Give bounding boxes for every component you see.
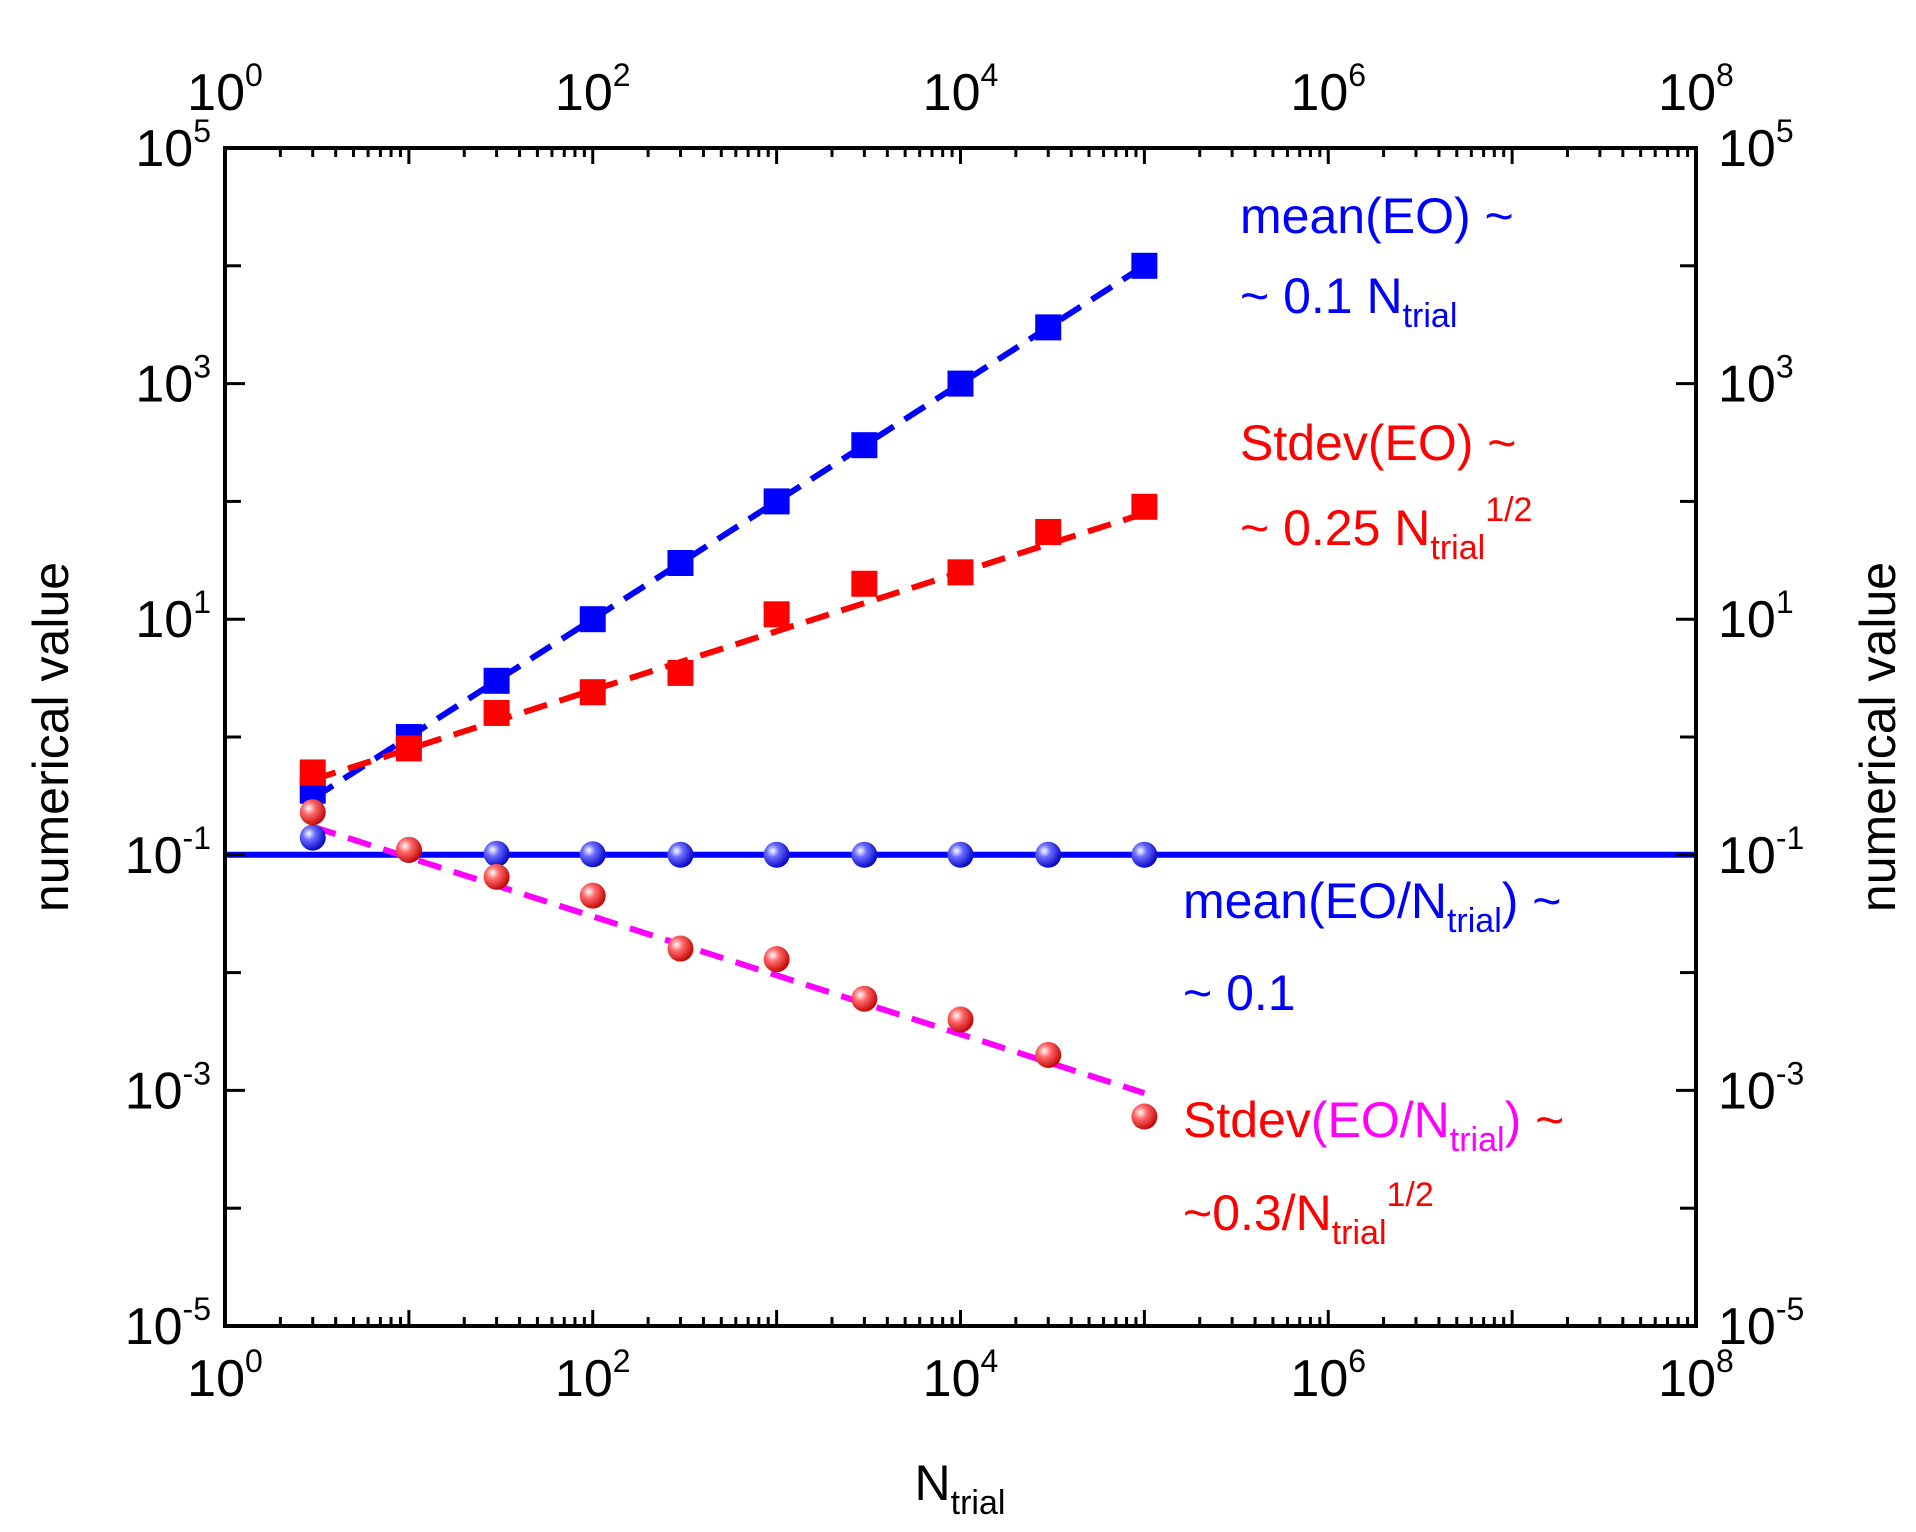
y-tick-label-left: 10-1	[125, 820, 211, 885]
data-point-sphere	[851, 985, 878, 1012]
data-point-square	[1131, 493, 1158, 520]
annotation-stdev-ratio: Stdev(EO/Ntrial) ~ ~0.3/Ntrial1/2	[1183, 1092, 1564, 1252]
fit-line	[311, 823, 1146, 1096]
y-tick-label-right: 101	[1718, 584, 1794, 649]
x-tick-label-bottom: 108	[1658, 1343, 1734, 1408]
y-tick-label-left: 103	[135, 349, 211, 414]
data-point-square	[299, 759, 326, 786]
data-point-sphere	[763, 841, 790, 868]
data-point-square	[483, 667, 510, 694]
svg-text:mean(EO/Ntrial) ~: mean(EO/Ntrial) ~	[1183, 873, 1562, 940]
data-point-sphere	[483, 840, 510, 867]
data-point-sphere	[1131, 1103, 1158, 1130]
data-point-square	[851, 570, 878, 597]
axis-ticks	[223, 146, 1698, 1328]
svg-text:mean(EO) ~: mean(EO) ~	[1240, 188, 1514, 244]
data-point-square	[1131, 252, 1158, 279]
y-tick-label-right: 103	[1718, 349, 1794, 414]
svg-text:Stdev(EO) ~: Stdev(EO) ~	[1240, 415, 1517, 471]
y-axis-title-left: numerical value	[23, 562, 79, 912]
data-point-sphere	[395, 836, 422, 863]
svg-text:~0.3/Ntrial1/2: ~0.3/Ntrial1/2	[1183, 1176, 1434, 1252]
data-point-sphere	[947, 1006, 974, 1033]
data-point-sphere	[667, 841, 694, 868]
y-tick-label-right: 10-1	[1718, 820, 1804, 885]
data-point-square	[667, 659, 694, 686]
y-tick-label-right: 105	[1718, 113, 1794, 178]
y-tick-label-right: 10-5	[1718, 1291, 1804, 1356]
y-tick-label-left: 105	[135, 113, 211, 178]
x-tick-label-bottom: 106	[1290, 1343, 1366, 1408]
x-tick-label-bottom: 100	[187, 1343, 263, 1408]
data-point-square	[1035, 314, 1062, 341]
x-tick-label-top: 108	[1658, 57, 1734, 122]
data-point-sphere	[299, 799, 326, 826]
fit-line	[311, 510, 1146, 783]
y-tick-label-right: 10-3	[1718, 1055, 1804, 1120]
data-point-sphere	[579, 882, 606, 909]
x-tick-label-top: 100	[187, 57, 263, 122]
data-point-sphere	[1035, 1041, 1062, 1068]
data-point-sphere	[1035, 841, 1062, 868]
y-axis-title-right: numerical value	[1850, 562, 1906, 912]
data-point-square	[947, 559, 974, 586]
y-tick-label-left: 10-5	[125, 1291, 211, 1356]
x-tick-label-bottom: 102	[555, 1343, 631, 1408]
data-point-square	[395, 735, 422, 762]
x-tick-label-top: 106	[1290, 57, 1366, 122]
data-point-square	[667, 549, 694, 576]
data-point-sphere	[579, 841, 606, 868]
y-tick-label-left: 10-3	[125, 1055, 211, 1120]
data-point-square	[483, 699, 510, 726]
data-point-sphere	[763, 946, 790, 973]
svg-text:Stdev(EO/Ntrial) ~: Stdev(EO/Ntrial) ~	[1183, 1092, 1564, 1159]
x-tick-label-top: 104	[923, 57, 999, 122]
svg-text:~ 0.25 Ntrial1/2: ~ 0.25 Ntrial1/2	[1240, 491, 1532, 567]
data-point-sphere	[667, 935, 694, 962]
svg-text:~ 0.1 Ntrial: ~ 0.1 Ntrial	[1240, 268, 1457, 335]
data-point-square	[579, 679, 606, 706]
fit-line	[311, 263, 1146, 802]
svg-text:~ 0.1: ~ 0.1	[1183, 965, 1296, 1021]
annotation-mean-ratio: mean(EO/Ntrial) ~ ~ 0.1	[1183, 873, 1562, 1021]
y-tick-label-left: 101	[135, 584, 211, 649]
data-point-sphere	[851, 841, 878, 868]
data-point-square	[763, 488, 790, 515]
data-point-square	[763, 601, 790, 628]
x-axis-title: Ntrial	[915, 1455, 1006, 1522]
annotation-mean-eo: mean(EO) ~ ~ 0.1 Ntrial	[1240, 188, 1514, 335]
data-point-sphere	[483, 863, 510, 890]
data-point-square	[1035, 518, 1062, 545]
data-markers	[299, 252, 1158, 1130]
data-point-sphere	[299, 824, 326, 851]
data-point-sphere	[947, 841, 974, 868]
data-point-square	[851, 432, 878, 459]
data-point-sphere	[1131, 841, 1158, 868]
data-point-square	[947, 370, 974, 397]
x-tick-label-top: 102	[555, 57, 631, 122]
x-tick-label-bottom: 104	[923, 1343, 999, 1408]
annotation-stdev-eo: Stdev(EO) ~ ~ 0.25 Ntrial1/2	[1240, 415, 1532, 567]
data-point-square	[579, 606, 606, 633]
